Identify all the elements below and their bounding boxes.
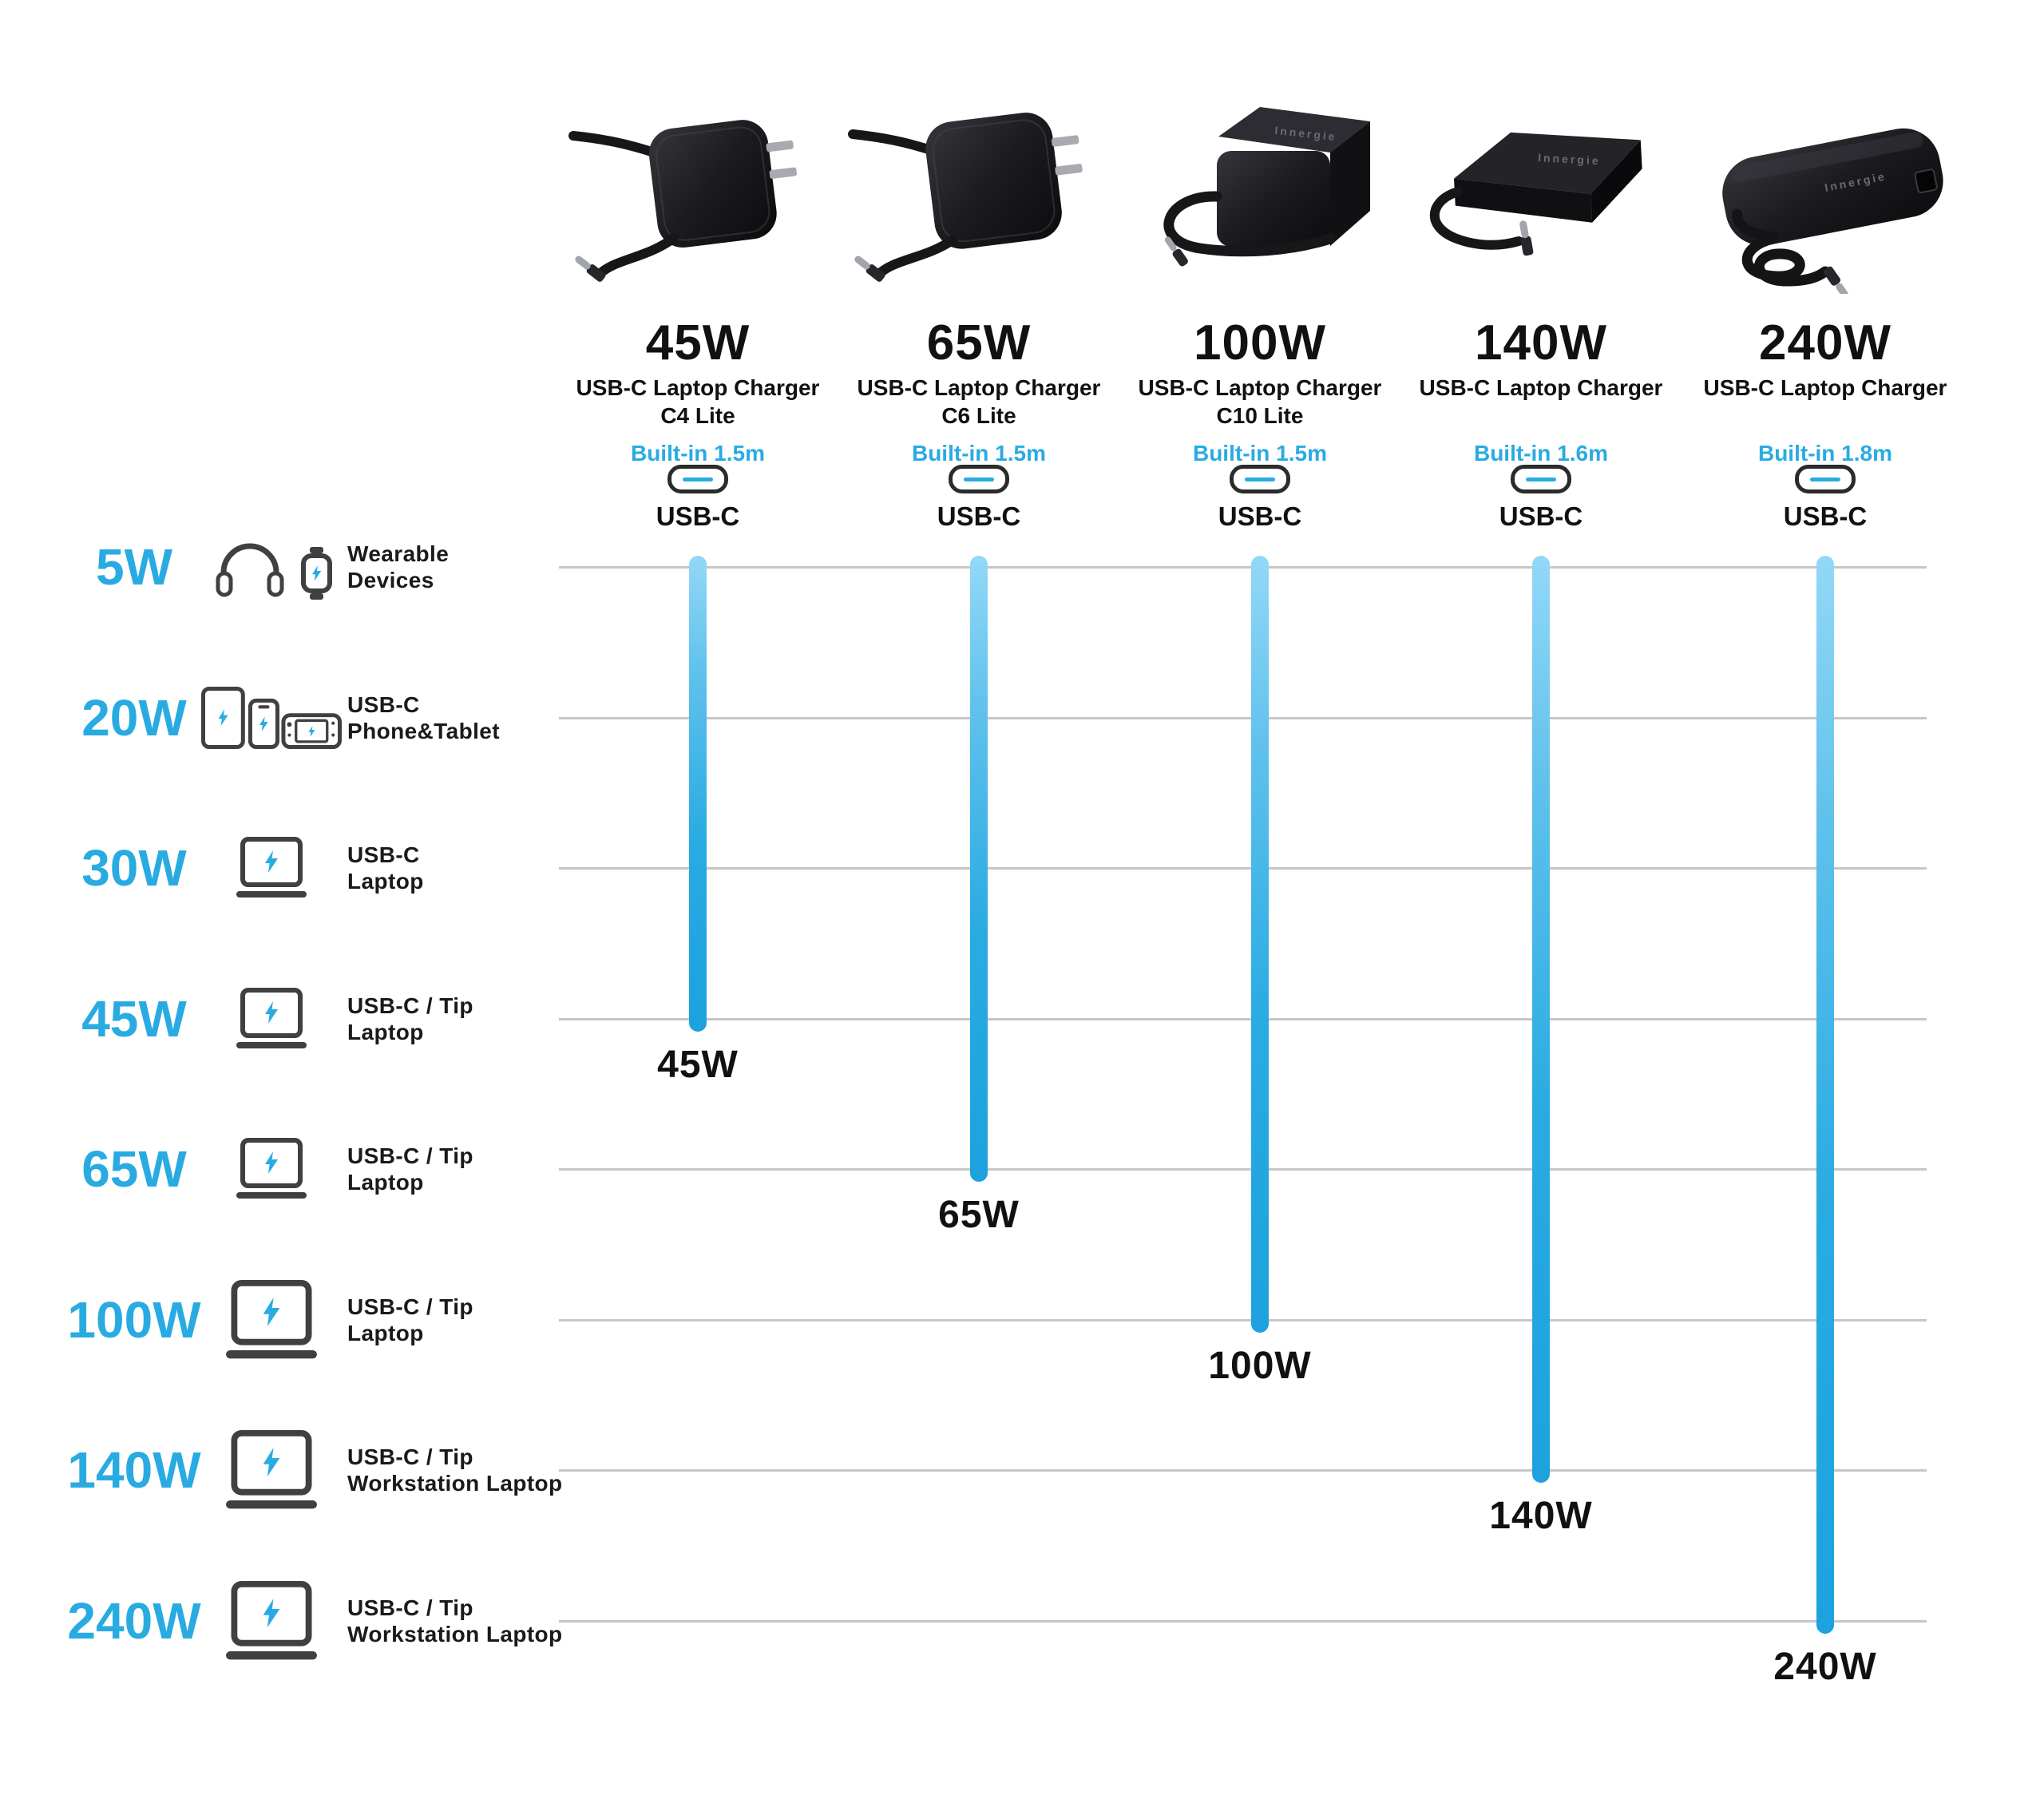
cable-length-label: Built-in 1.8m [1757, 441, 1892, 466]
charger-product-name: USB-C Laptop Charger [857, 375, 1101, 400]
device-logo-text: Innergie [1538, 151, 1601, 167]
gridline [559, 1018, 1927, 1020]
charger-photo-100w: Innergie [1124, 77, 1396, 291]
row-device-label: USB-C Phone&Tablet [347, 684, 623, 751]
charger-product-name: USB-C Laptop Charger [1703, 375, 1947, 400]
row-watt-label: 100W [67, 1291, 201, 1349]
charger-product-name: USB-C Laptop Charger [1138, 375, 1382, 400]
row-device-label-line: USB-C / Tip [347, 1143, 473, 1168]
row-watt-label: 5W [96, 538, 172, 596]
gridline [559, 1469, 1927, 1472]
charger-model-name: C10 Lite [1216, 403, 1304, 428]
charger-power-title: 45W [645, 315, 751, 371]
charger-photo-45w [562, 80, 834, 291]
charger-photo-240w: Innergie [1682, 70, 1969, 298]
port-label: USB-C [1499, 501, 1583, 531]
row-device-label-line: USB-C / Tip [347, 1444, 473, 1469]
row-device-label-line: USB-C / Tip [347, 1595, 473, 1620]
row-device-label-line: Laptop [347, 1321, 424, 1345]
row-device-label-line: Laptop [347, 1170, 424, 1195]
gridline [559, 1620, 1927, 1623]
usb-c-connector-icon [1511, 465, 1571, 493]
cable-length-label: Built-in 1.5m [1192, 441, 1327, 466]
gridline [559, 867, 1927, 870]
charger-product-name: USB-C Laptop Charger [1419, 375, 1663, 400]
bar-end-label: 100W [1208, 1345, 1312, 1387]
port-label: USB-C [1218, 501, 1302, 531]
wearable-icon [201, 517, 342, 616]
row-watt-label: 140W [67, 1441, 201, 1499]
bar-end-label: 45W [657, 1044, 739, 1086]
row-device-label: USB-C / Tip Laptop [347, 1135, 623, 1203]
laptop-icon [201, 1421, 342, 1520]
row-watt-label: 20W [81, 689, 187, 747]
bar-end-label: 65W [938, 1194, 1020, 1236]
port-label: USB-C [656, 501, 740, 531]
row-device-label-line: USB-C [347, 692, 420, 717]
laptop-icon [201, 969, 342, 1068]
row-device-label: USB-C / Tip Laptop [347, 985, 623, 1052]
row-device-label-line: USB-C [347, 842, 420, 867]
port-label: USB-C [937, 501, 1021, 531]
row-watt-label: 30W [81, 839, 187, 897]
row-device-label-line: USB-C / Tip [347, 993, 473, 1018]
charger-photo-140w: Innergie [1405, 80, 1677, 291]
row-device-label: USB-C / Tip Workstation Laptop [347, 1436, 623, 1504]
cable-length-label: Built-in 1.5m [630, 441, 765, 466]
charger-photo-65w [843, 77, 1115, 291]
row-device-label-line: Workstation Laptop [347, 1622, 563, 1647]
row-watt-label: 65W [81, 1140, 187, 1198]
usb-c-pin [1245, 477, 1275, 481]
laptop-icon [201, 1571, 342, 1670]
cable-length-label: Built-in 1.5m [911, 441, 1046, 466]
row-device-label-line: Workstation Laptop [347, 1471, 563, 1496]
row-device-label-line: Laptop [347, 869, 424, 894]
laptop-icon [201, 1119, 342, 1219]
phone-tablet-icon [201, 668, 342, 767]
bar-end-label: 140W [1489, 1495, 1593, 1537]
row-device-label: Wearable Devices [347, 533, 623, 600]
row-device-label-line: Wearable [347, 541, 450, 566]
laptop-icon [201, 1270, 342, 1369]
row-device-label-line: USB-C / Tip [347, 1294, 473, 1319]
cable-length-label: Built-in 1.6m [1473, 441, 1608, 466]
laptop-icon [201, 818, 342, 917]
row-watt-label: 240W [67, 1592, 201, 1650]
gridline [559, 1319, 1927, 1322]
usb-c-connector-icon [1795, 465, 1856, 493]
charger-power-title: 100W [1194, 315, 1326, 371]
charger-power-title: 65W [926, 315, 1032, 371]
power-bar-45w [689, 556, 707, 1032]
row-device-label: USB-C / Tip Laptop [347, 1286, 623, 1353]
usb-c-pin [964, 477, 994, 481]
power-bar-240w [1816, 556, 1834, 1634]
row-watt-label: 45W [81, 990, 187, 1048]
charger-power-title: 240W [1759, 315, 1891, 371]
row-device-label: USB-C / Tip Workstation Laptop [347, 1587, 623, 1654]
usb-c-connector-icon [949, 465, 1009, 493]
row-device-label-line: Laptop [347, 1020, 424, 1044]
row-device-label: USB-C Laptop [347, 834, 623, 902]
row-device-label-line: Phone&Tablet [347, 719, 500, 743]
bar-end-label: 240W [1773, 1646, 1877, 1688]
charger-power-title: 140W [1475, 315, 1607, 371]
row-device-label-line: Devices [347, 568, 434, 592]
power-bar-140w [1532, 556, 1550, 1483]
usb-c-connector-icon [667, 465, 728, 493]
power-bar-100w [1251, 556, 1269, 1333]
port-label: USB-C [1783, 501, 1868, 531]
usb-c-pin [1810, 477, 1840, 481]
gridline [559, 566, 1927, 569]
gridline [559, 1168, 1927, 1171]
usb-c-pin [1526, 477, 1556, 481]
charger-model-name: C4 Lite [660, 403, 735, 428]
charger-model-name: C6 Lite [941, 403, 1016, 428]
gridline [559, 717, 1927, 719]
usb-c-connector-icon [1230, 465, 1290, 493]
usb-c-pin [683, 477, 713, 481]
charger-product-name: USB-C Laptop Charger [576, 375, 820, 400]
power-bar-65w [970, 556, 988, 1182]
